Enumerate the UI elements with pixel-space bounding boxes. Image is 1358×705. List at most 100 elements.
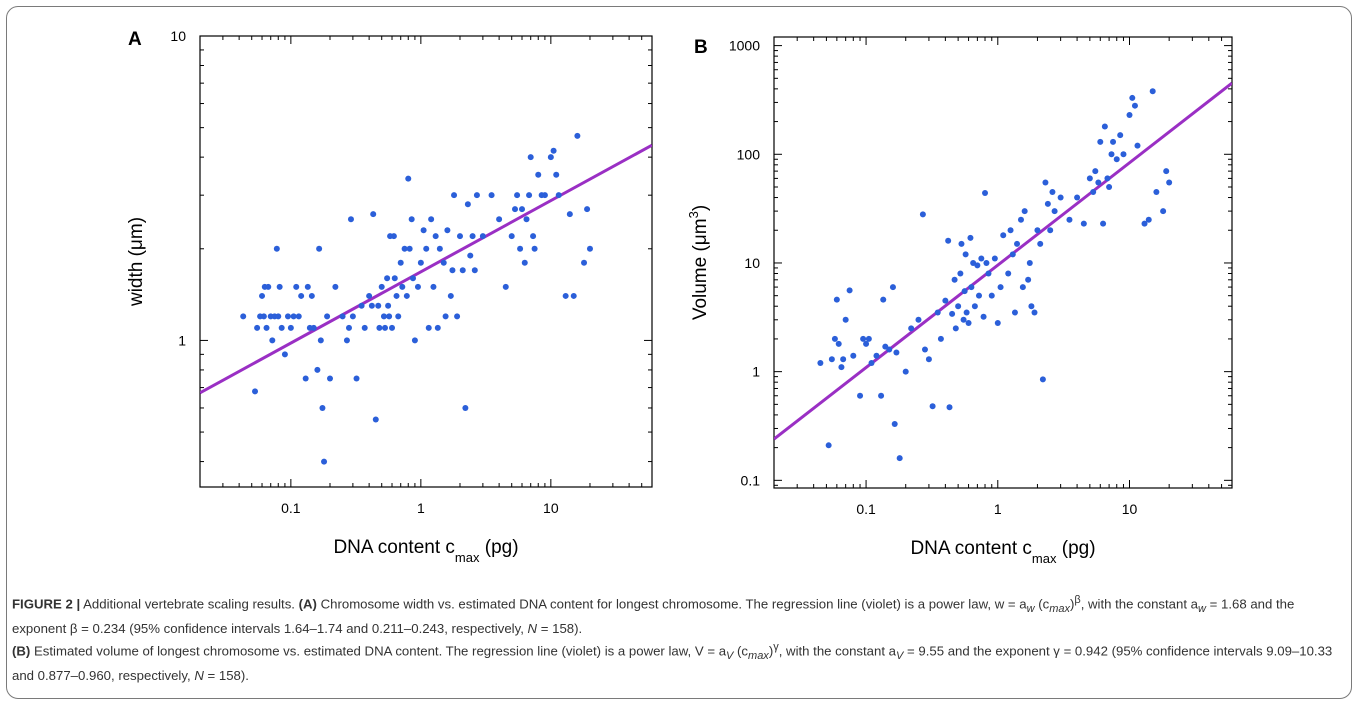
data-point bbox=[428, 216, 435, 223]
x-tick-label: 10 bbox=[543, 500, 559, 516]
data-point bbox=[1019, 284, 1026, 291]
data-point bbox=[496, 216, 503, 223]
data-point bbox=[921, 346, 928, 353]
data-point bbox=[408, 216, 415, 223]
x-axis-label: DNA content cmax (pg) bbox=[333, 537, 518, 565]
y-tick-label: 10 bbox=[744, 255, 760, 271]
data-point bbox=[1039, 376, 1046, 383]
data-point bbox=[983, 259, 990, 266]
data-point bbox=[1047, 227, 1054, 234]
data-point bbox=[860, 335, 867, 342]
data-point bbox=[957, 270, 964, 277]
data-point bbox=[316, 245, 323, 252]
data-point bbox=[1160, 208, 1167, 215]
data-point bbox=[349, 313, 356, 320]
data-point bbox=[1017, 216, 1024, 223]
data-point bbox=[375, 302, 382, 309]
data-point bbox=[1141, 220, 1148, 227]
caption-a-sub: max bbox=[1049, 603, 1070, 616]
data-point bbox=[553, 171, 560, 178]
figure-title: Additional vertebrate scaling results. bbox=[80, 596, 295, 612]
data-point bbox=[395, 313, 402, 320]
data-point bbox=[263, 324, 270, 331]
data-point bbox=[1108, 151, 1115, 158]
data-point bbox=[865, 335, 872, 342]
data-point bbox=[584, 206, 591, 213]
panel-b-chart: B 0.1 1 10 0.1 1 10 100 1000 DNA content cmax (pg… bbox=[686, 36, 1233, 566]
data-point bbox=[420, 227, 427, 234]
data-point bbox=[378, 283, 385, 290]
data-point bbox=[467, 252, 474, 259]
data-point bbox=[1074, 194, 1081, 201]
data-point bbox=[385, 302, 392, 309]
data-point bbox=[817, 360, 824, 367]
data-point bbox=[295, 313, 302, 320]
data-point bbox=[417, 259, 424, 266]
data-point bbox=[432, 233, 439, 240]
caption-a-text: Chromosome width vs. estimated DNA conte… bbox=[316, 596, 1027, 612]
data-point bbox=[980, 313, 987, 320]
panel-label: A bbox=[128, 29, 142, 50]
data-point bbox=[550, 147, 557, 154]
data-point bbox=[423, 245, 430, 252]
data-point bbox=[1163, 168, 1170, 175]
data-point bbox=[434, 324, 441, 331]
data-point bbox=[833, 296, 840, 303]
data-point bbox=[240, 313, 247, 320]
data-point bbox=[1026, 259, 1033, 266]
plot-area bbox=[774, 81, 1232, 462]
data-point bbox=[430, 283, 437, 290]
data-point bbox=[574, 132, 581, 139]
data-point bbox=[370, 211, 377, 218]
data-point bbox=[488, 192, 495, 199]
data-point bbox=[902, 368, 909, 375]
data-point bbox=[273, 245, 280, 252]
caption-a-label: (A) bbox=[298, 596, 317, 612]
data-point bbox=[1034, 227, 1041, 234]
data-point bbox=[345, 324, 352, 331]
caption-a-text: = 158). bbox=[537, 621, 583, 637]
data-point bbox=[960, 316, 967, 323]
data-point bbox=[298, 292, 305, 299]
data-point bbox=[846, 287, 853, 294]
data-point bbox=[942, 297, 949, 304]
figure-caption: FIGURE 2 | Additional vertebrate scaling… bbox=[12, 591, 1346, 685]
plot-area bbox=[200, 132, 652, 465]
panel-a-group: A 0.1 1 10 1 10 DNA content cmax (pg) width (μm… bbox=[126, 28, 653, 565]
data-point bbox=[389, 324, 396, 331]
data-point bbox=[828, 356, 835, 363]
data-point bbox=[1153, 188, 1160, 195]
caption-a-text: = 1.68 and the exponent β = 0.234 (95% c… bbox=[12, 596, 1295, 637]
caption-b-text: (c bbox=[733, 643, 749, 659]
data-point bbox=[1126, 111, 1133, 118]
data-point bbox=[1086, 175, 1093, 182]
caption-a-sub: w bbox=[1198, 603, 1206, 616]
data-point bbox=[265, 283, 272, 290]
y-tick-label: 1000 bbox=[729, 38, 760, 54]
x-tick-label: 0.1 bbox=[856, 501, 876, 517]
caption-line-b: (B) Estimated volume of longest chromoso… bbox=[12, 638, 1346, 685]
data-point bbox=[514, 192, 521, 199]
data-point bbox=[967, 234, 974, 241]
data-point bbox=[519, 206, 526, 213]
data-point bbox=[889, 284, 896, 291]
data-point bbox=[391, 275, 398, 282]
data-point bbox=[842, 316, 849, 323]
data-point bbox=[321, 458, 328, 465]
data-point bbox=[401, 245, 408, 252]
data-point bbox=[586, 245, 593, 252]
data-point bbox=[526, 192, 533, 199]
data-point bbox=[287, 324, 294, 331]
data-point bbox=[278, 324, 285, 331]
data-point bbox=[1113, 156, 1120, 163]
data-point bbox=[1100, 220, 1107, 227]
data-point bbox=[1117, 132, 1124, 139]
data-point bbox=[1145, 216, 1152, 223]
data-point bbox=[1066, 216, 1073, 223]
figure-frame bbox=[6, 6, 1352, 699]
y-tick-label: 100 bbox=[737, 146, 761, 162]
data-point bbox=[840, 356, 847, 363]
data-point bbox=[252, 388, 259, 395]
data-point bbox=[934, 309, 941, 316]
data-point bbox=[397, 259, 404, 266]
